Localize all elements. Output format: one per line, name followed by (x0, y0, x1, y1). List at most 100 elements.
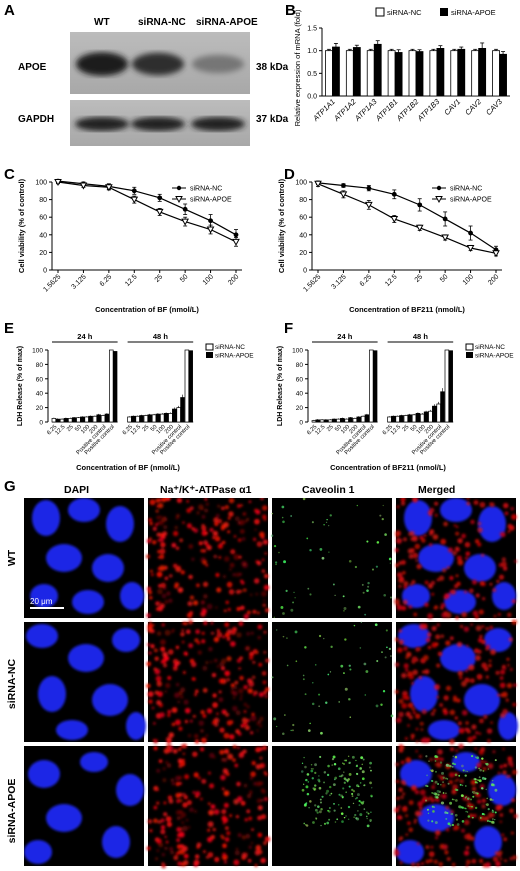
red-speckle (242, 511, 247, 516)
red-speckle (420, 728, 424, 731)
red-speckle (154, 656, 159, 661)
green-speckle (307, 781, 310, 783)
bar (444, 349, 450, 423)
red-speckle (466, 834, 473, 841)
red-speckle (227, 516, 231, 520)
red-speckle (501, 665, 505, 670)
green-speckle (363, 784, 366, 787)
blot-size-gapdh: 37 kDa (256, 114, 289, 125)
red-speckle (400, 795, 404, 800)
red-speckle (504, 859, 508, 863)
red-speckle (153, 818, 158, 823)
red-speckle (394, 548, 399, 553)
red-speckle (180, 695, 184, 699)
green-speckle (482, 769, 485, 772)
green-speckle (460, 794, 464, 797)
red-speckle (198, 720, 205, 726)
red-speckle (212, 828, 216, 832)
red-speckle (155, 509, 159, 513)
red-speckle (437, 756, 441, 760)
data-point (314, 180, 322, 188)
green-speckle (353, 624, 356, 627)
green-speckle (447, 822, 451, 826)
green-speckle (343, 781, 346, 784)
red-speckle (202, 559, 207, 565)
red-speckle (203, 621, 208, 626)
legend-swatch-sirna-apoe (440, 8, 448, 16)
red-speckle (230, 641, 236, 647)
gapdh-band (191, 117, 245, 131)
red-speckle (441, 783, 446, 788)
red-speckle (235, 815, 239, 819)
red-speckle (423, 654, 429, 661)
green-speckle (334, 821, 337, 823)
nucleus (402, 584, 430, 608)
green-speckle (302, 498, 306, 501)
red-speckle (188, 544, 194, 549)
bar (411, 414, 417, 423)
red-speckle (507, 530, 511, 534)
red-speckle (453, 584, 459, 589)
red-speckle (464, 556, 468, 560)
green-speckle (343, 777, 347, 780)
red-speckle (182, 802, 188, 808)
green-speckle (273, 616, 275, 618)
green-speckle (471, 816, 474, 819)
green-speckle (348, 559, 352, 563)
red-speckle (161, 863, 166, 869)
red-speckle (443, 521, 448, 527)
red-speckle (439, 703, 444, 708)
legend-label-sirna-nc: siRNA-NC (215, 344, 245, 351)
red-speckle (463, 819, 470, 826)
red-speckle (161, 862, 165, 865)
green-speckle (476, 756, 479, 760)
green-speckle (285, 589, 288, 592)
red-speckle (244, 725, 250, 731)
red-speckle (207, 828, 211, 832)
green-speckle (465, 785, 467, 787)
red-speckle (477, 521, 482, 526)
red-speckle (164, 576, 169, 581)
red-speckle (216, 629, 220, 633)
membrane-signal (393, 743, 518, 868)
green-speckle (445, 777, 447, 780)
red-speckle (500, 532, 506, 538)
red-speckle (157, 820, 162, 824)
red-speckle (176, 816, 181, 821)
red-speckle (156, 838, 162, 844)
red-speckle (227, 607, 231, 612)
bar (440, 391, 445, 423)
nucleus (68, 498, 100, 522)
red-speckle (427, 583, 433, 589)
legend-label-sirna-nc: siRNA-NC (387, 8, 422, 17)
green-speckle (433, 792, 437, 796)
green-speckle (348, 761, 352, 765)
green-speckle (475, 791, 478, 795)
y-tick-label: 1.5 (307, 26, 317, 33)
red-speckle (222, 635, 226, 639)
red-speckle (436, 623, 440, 627)
red-speckle (152, 540, 157, 545)
red-speckle (400, 501, 406, 506)
red-speckle (399, 836, 404, 841)
red-speckle (189, 506, 194, 511)
red-speckle (166, 821, 173, 828)
red-speckle (395, 537, 402, 544)
x-axis-label: Concentration of BF211 (nmol/L) (349, 305, 465, 314)
red-speckle (427, 613, 434, 619)
red-speckle (456, 641, 463, 648)
red-speckle (153, 738, 158, 744)
red-speckle (239, 697, 243, 701)
bar (80, 416, 85, 423)
bar (394, 52, 403, 97)
green-speckle (379, 514, 382, 517)
red-speckle (214, 722, 219, 727)
red-speckle (448, 780, 453, 785)
bar (311, 420, 317, 423)
red-speckle (234, 516, 240, 522)
red-speckle (464, 541, 471, 548)
green-speckle (390, 714, 394, 718)
green-speckle (319, 798, 322, 801)
bar (325, 50, 333, 97)
red-speckle (400, 760, 405, 765)
